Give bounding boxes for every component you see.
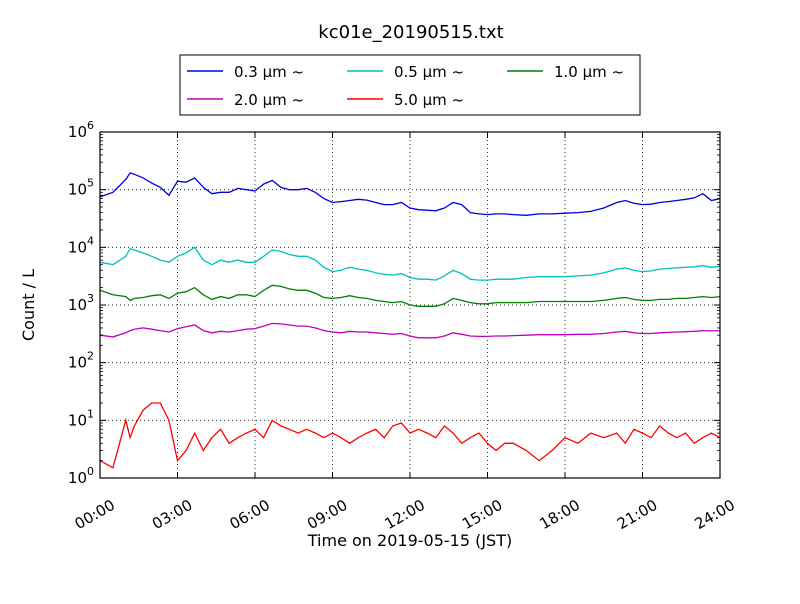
chart-title: kc01e_20190515.txt	[318, 22, 503, 43]
y-tick-label: 104	[68, 234, 94, 256]
legend-label-1: 0.5 µm ~	[394, 63, 464, 81]
x-tick-label: 12:00	[382, 496, 428, 533]
series-line-3	[99, 322, 721, 339]
y-tick-label: 105	[68, 177, 94, 199]
series-line-4	[99, 402, 721, 469]
x-tick-label: 00:00	[72, 496, 118, 533]
y-axis-label: Count / L	[19, 269, 38, 341]
y-tick-label: 101	[68, 407, 94, 429]
y-tick-label: 102	[68, 350, 94, 372]
x-tick-label: 18:00	[537, 496, 583, 533]
x-tick-label: 24:00	[692, 496, 738, 533]
x-axis-label: Time on 2019-05-15 (JST)	[307, 531, 512, 550]
x-tick-label: 15:00	[459, 496, 505, 533]
series-line-0	[99, 172, 721, 216]
x-tick-label: 06:00	[227, 496, 273, 533]
series-line-2	[99, 284, 721, 307]
legend: 0.3 µm ~ 0.5 µm ~ 1.0 µm ~ 2.0 µm ~ 5.0 µm ~	[179, 54, 641, 116]
y-tick-label: 103	[68, 292, 94, 314]
series-line-1	[99, 246, 721, 281]
legend-label-0: 0.3 µm ~	[234, 63, 304, 81]
y-tick-label: 100	[68, 465, 94, 487]
y-axis-ticks: 100 101 102 103 104 105 106	[68, 119, 720, 487]
x-tick-label: 03:00	[149, 496, 195, 533]
x-tick-label: 09:00	[304, 496, 350, 533]
grid-lines	[100, 132, 720, 478]
x-tick-label: 21:00	[614, 496, 660, 533]
legend-label-4: 5.0 µm ~	[394, 91, 464, 109]
y-tick-label: 106	[68, 119, 94, 141]
legend-label-3: 2.0 µm ~	[234, 91, 304, 109]
legend-label-2: 1.0 µm ~	[554, 63, 624, 81]
plot-lines	[99, 172, 721, 469]
